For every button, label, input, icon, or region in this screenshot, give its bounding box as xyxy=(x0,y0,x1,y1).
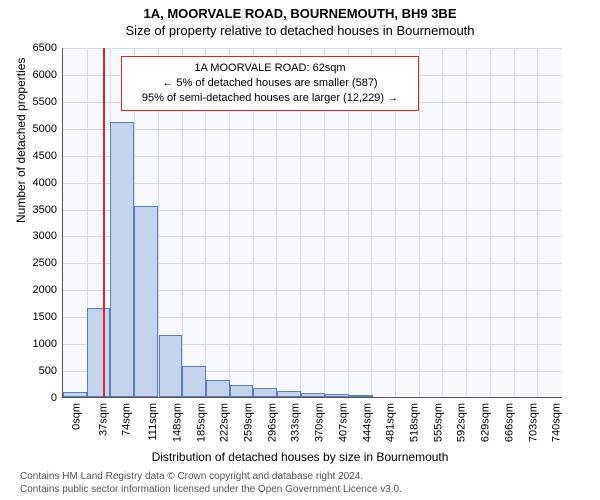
page-title-address: 1A, MOORVALE ROAD, BOURNEMOUTH, BH9 3BE xyxy=(0,0,600,21)
gridline-v xyxy=(466,48,467,397)
histogram-bar xyxy=(159,335,183,397)
x-tick-label: 148sqm xyxy=(171,403,183,442)
gridline-v xyxy=(442,48,443,397)
x-tick-label: 0sqm xyxy=(70,403,82,430)
x-tick-label: 407sqm xyxy=(337,403,349,442)
histogram-bar xyxy=(301,393,325,397)
footer-line1: Contains HM Land Registry data © Crown c… xyxy=(20,471,402,484)
gridline-v xyxy=(490,48,491,397)
histogram-bar xyxy=(349,395,373,397)
y-tick-label: 6000 xyxy=(33,69,63,81)
histogram-bar xyxy=(230,385,254,397)
gridline-v xyxy=(514,48,515,397)
footer-line2: Contains public sector information licen… xyxy=(20,484,402,497)
x-tick-label: 333sqm xyxy=(290,403,302,442)
annotation-line2: ← 5% of detached houses are smaller (587… xyxy=(130,76,410,91)
plot-area: 0500100015002000250030003500400045005000… xyxy=(62,48,562,398)
x-tick-label: 703sqm xyxy=(527,403,539,442)
histogram-bar xyxy=(253,388,277,397)
x-tick-label: 259sqm xyxy=(243,403,255,442)
histogram-bar xyxy=(325,394,349,397)
histogram-bar xyxy=(134,206,158,397)
y-tick-label: 3000 xyxy=(33,230,63,242)
x-tick-label: 666sqm xyxy=(503,403,515,442)
histogram-bar xyxy=(182,366,206,397)
histogram-bar xyxy=(87,308,111,397)
x-tick-label: 481sqm xyxy=(385,403,397,442)
y-tick-label: 5500 xyxy=(33,96,63,108)
y-tick-label: 5000 xyxy=(33,123,63,135)
x-tick-label: 222sqm xyxy=(219,403,231,442)
x-tick-label: 370sqm xyxy=(314,403,326,442)
reference-line xyxy=(103,48,105,397)
y-tick-label: 0 xyxy=(51,392,63,404)
gridline-h xyxy=(63,48,562,49)
histogram-bar xyxy=(206,380,230,397)
annotation-line1: 1A MOORVALE ROAD: 62sqm xyxy=(130,61,410,76)
y-tick-label: 1500 xyxy=(33,311,63,323)
gridline-h xyxy=(63,183,562,184)
x-tick-label: 518sqm xyxy=(409,403,421,442)
y-tick-label: 500 xyxy=(39,365,63,377)
x-tick-label: 444sqm xyxy=(361,403,373,442)
y-axis-label: Number of detached properties xyxy=(14,58,28,223)
gridline-h xyxy=(63,156,562,157)
y-tick-label: 2000 xyxy=(33,284,63,296)
x-tick-label: 740sqm xyxy=(551,403,563,442)
x-tick-label: 555sqm xyxy=(432,403,444,442)
histogram-bar xyxy=(63,392,87,397)
annotation-line3: 95% of semi-detached houses are larger (… xyxy=(130,91,410,106)
gridline-v xyxy=(537,48,538,397)
x-tick-label: 111sqm xyxy=(147,403,159,441)
y-tick-label: 1000 xyxy=(33,338,63,350)
y-tick-label: 4000 xyxy=(33,177,63,189)
gridline-h xyxy=(63,129,562,130)
y-tick-label: 2500 xyxy=(33,257,63,269)
page-title-desc: Size of property relative to detached ho… xyxy=(0,21,600,44)
x-tick-label: 74sqm xyxy=(121,403,133,436)
y-tick-label: 6500 xyxy=(33,42,63,54)
footer-attribution: Contains HM Land Registry data © Crown c… xyxy=(20,471,402,496)
histogram-bar xyxy=(277,391,301,397)
x-tick-label: 296sqm xyxy=(266,403,278,442)
x-axis-label: Distribution of detached houses by size … xyxy=(0,450,600,464)
x-tick-label: 629sqm xyxy=(480,403,492,442)
annotation-box: 1A MOORVALE ROAD: 62sqm← 5% of detached … xyxy=(121,56,419,111)
y-tick-label: 3500 xyxy=(33,204,63,216)
x-tick-label: 592sqm xyxy=(456,403,468,442)
histogram-chart: 0500100015002000250030003500400045005000… xyxy=(62,48,562,398)
x-tick-label: 185sqm xyxy=(195,403,207,442)
histogram-bar xyxy=(110,122,134,397)
y-tick-label: 4500 xyxy=(33,150,63,162)
x-tick-label: 37sqm xyxy=(97,403,109,436)
